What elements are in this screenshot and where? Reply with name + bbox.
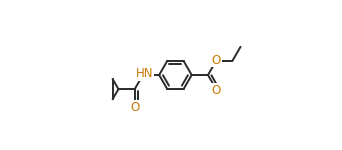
Text: O: O	[130, 101, 139, 114]
Text: HN: HN	[135, 67, 153, 80]
Text: O: O	[211, 84, 221, 97]
Text: O: O	[212, 54, 221, 66]
